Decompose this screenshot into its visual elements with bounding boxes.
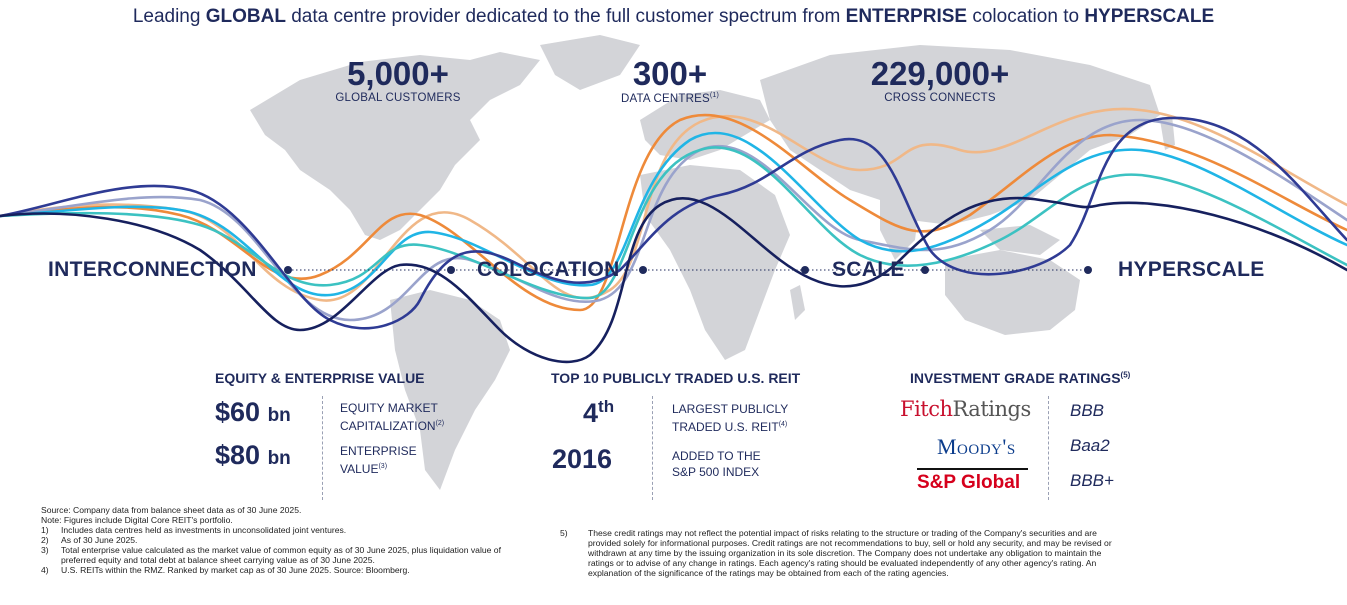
headline-global: GLOBAL (205, 6, 286, 27)
wave-line (0, 146, 1347, 300)
footnote-item: 4) U.S. REITs within the RMZ. Ranked by m… (41, 565, 410, 575)
stat-label: DATA CENTRES(1) (620, 92, 720, 105)
footnote-item: 1) Includes data centres held as investme… (41, 525, 347, 535)
enterprise-desc: ENTERPRISE VALUE(3) (340, 444, 417, 476)
stat-value: 300+ (632, 55, 708, 92)
stage-colocation: COLOCATION (477, 258, 620, 281)
stat-label: CROSS CONNECTS (884, 92, 996, 104)
moodys-rating: Baa2 (1070, 436, 1110, 455)
stage-hyperscale: HYPERSCALE (1118, 258, 1265, 281)
timeline-dot (447, 266, 455, 274)
wave-line (0, 113, 1347, 312)
headline: Leading GLOBAL data centre provider dedi… (132, 6, 1215, 27)
sp-rating: BBB+ (1070, 471, 1114, 490)
headline-hyperscale: HYPERSCALE (1084, 6, 1215, 27)
wave-line (0, 196, 1347, 364)
wave-line (0, 118, 1347, 322)
reit-rank-desc: LARGEST PUBLICLY TRADED U.S. REIT(4) (672, 402, 789, 434)
timeline-dot (921, 266, 929, 274)
reit-year-desc: ADDED TO THE S&P 500 INDEX (672, 449, 761, 479)
equity-section-title: EQUITY & ENTERPRISE VALUE (215, 370, 425, 386)
ratings-section-title: INVESTMENT GRADE RATINGS(5) (910, 370, 1131, 386)
footnote-ratings: 5) These credit ratings may not reflect t… (560, 528, 1112, 578)
timeline-dot (284, 266, 292, 274)
stage-scale: SCALE (832, 258, 905, 281)
footnote-note: Note: Figures include Digital Core REIT'… (41, 515, 233, 525)
fitch-logo: FitchRatings (900, 397, 1031, 421)
timeline-dot (801, 266, 809, 274)
reit-divider (652, 396, 653, 500)
timeline-dot (639, 266, 647, 274)
equity-value: $60 bn (215, 397, 291, 427)
equity-desc: EQUITY MARKET CAPITALIZATION(2) (340, 401, 445, 433)
timeline-dot (1084, 266, 1092, 274)
footnote-item: 2) As of 30 June 2025. (41, 535, 138, 545)
equity-divider (322, 396, 323, 500)
enterprise-value: $80 bn (215, 440, 291, 470)
headline-enterprise: ENTERPRISE (845, 6, 968, 27)
ratings-divider (1048, 396, 1049, 500)
sp-global-logo: S&P Global (917, 468, 1028, 494)
reit-section-title: TOP 10 PUBLICLY TRADED U.S. REIT (551, 370, 801, 386)
footnote-source: Source: Company data from balance sheet … (41, 505, 302, 515)
stat-cross-connects: 229,000+ CROSS CONNECTS (850, 55, 1030, 105)
stat-value: 229,000+ (870, 55, 1010, 92)
footnotes-left: Source: Company data from balance sheet … (41, 505, 511, 575)
stat-global-customers: 5,000+ GLOBAL CUSTOMERS (318, 55, 478, 105)
stat-label: GLOBAL CUSTOMERS (335, 92, 461, 104)
moodys-logo: Moody's (937, 434, 1016, 459)
reit-rank: 4th (583, 397, 615, 428)
stat-value: 5,000+ (347, 55, 449, 92)
stat-data-centres: 300+ DATA CENTRES(1) (590, 56, 750, 105)
wave-line (0, 116, 1347, 330)
footnote-item: 3) Total enterprise value calculated as t… (41, 545, 501, 565)
stage-interconnection: INTERCONNECTION (48, 258, 257, 281)
fitch-rating: BBB (1070, 401, 1105, 420)
reit-year: 2016 (552, 444, 613, 474)
wave-line (0, 107, 1347, 302)
